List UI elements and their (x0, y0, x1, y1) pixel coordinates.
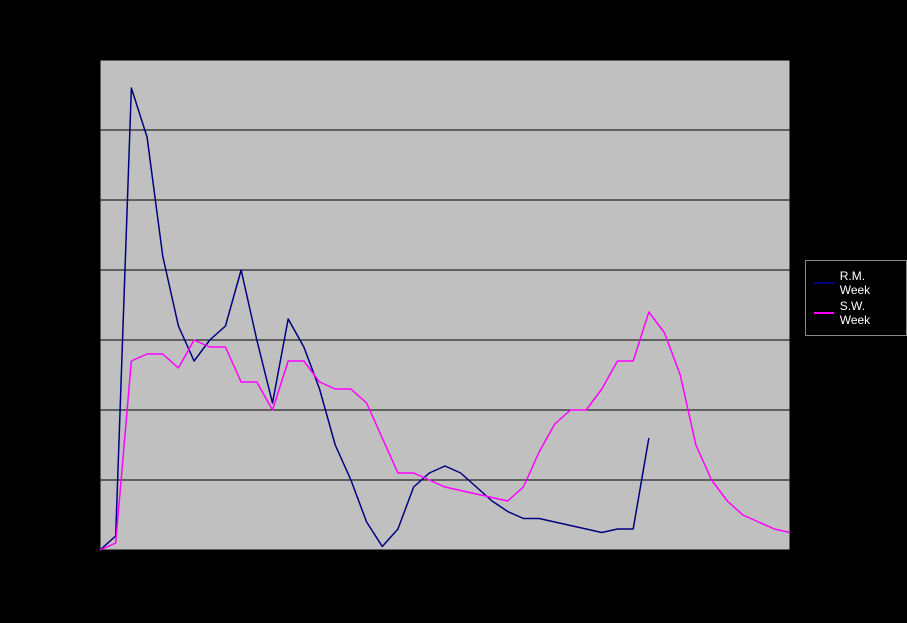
chart-container: R.M. WeekS.W. Week (0, 0, 907, 623)
legend: R.M. WeekS.W. Week (805, 260, 907, 336)
legend-swatch (814, 282, 834, 284)
legend-item: R.M. Week (814, 269, 898, 297)
line-chart (0, 0, 907, 623)
legend-label: R.M. Week (840, 269, 898, 297)
legend-item: S.W. Week (814, 299, 898, 327)
legend-swatch (814, 312, 834, 314)
legend-label: S.W. Week (840, 299, 898, 327)
